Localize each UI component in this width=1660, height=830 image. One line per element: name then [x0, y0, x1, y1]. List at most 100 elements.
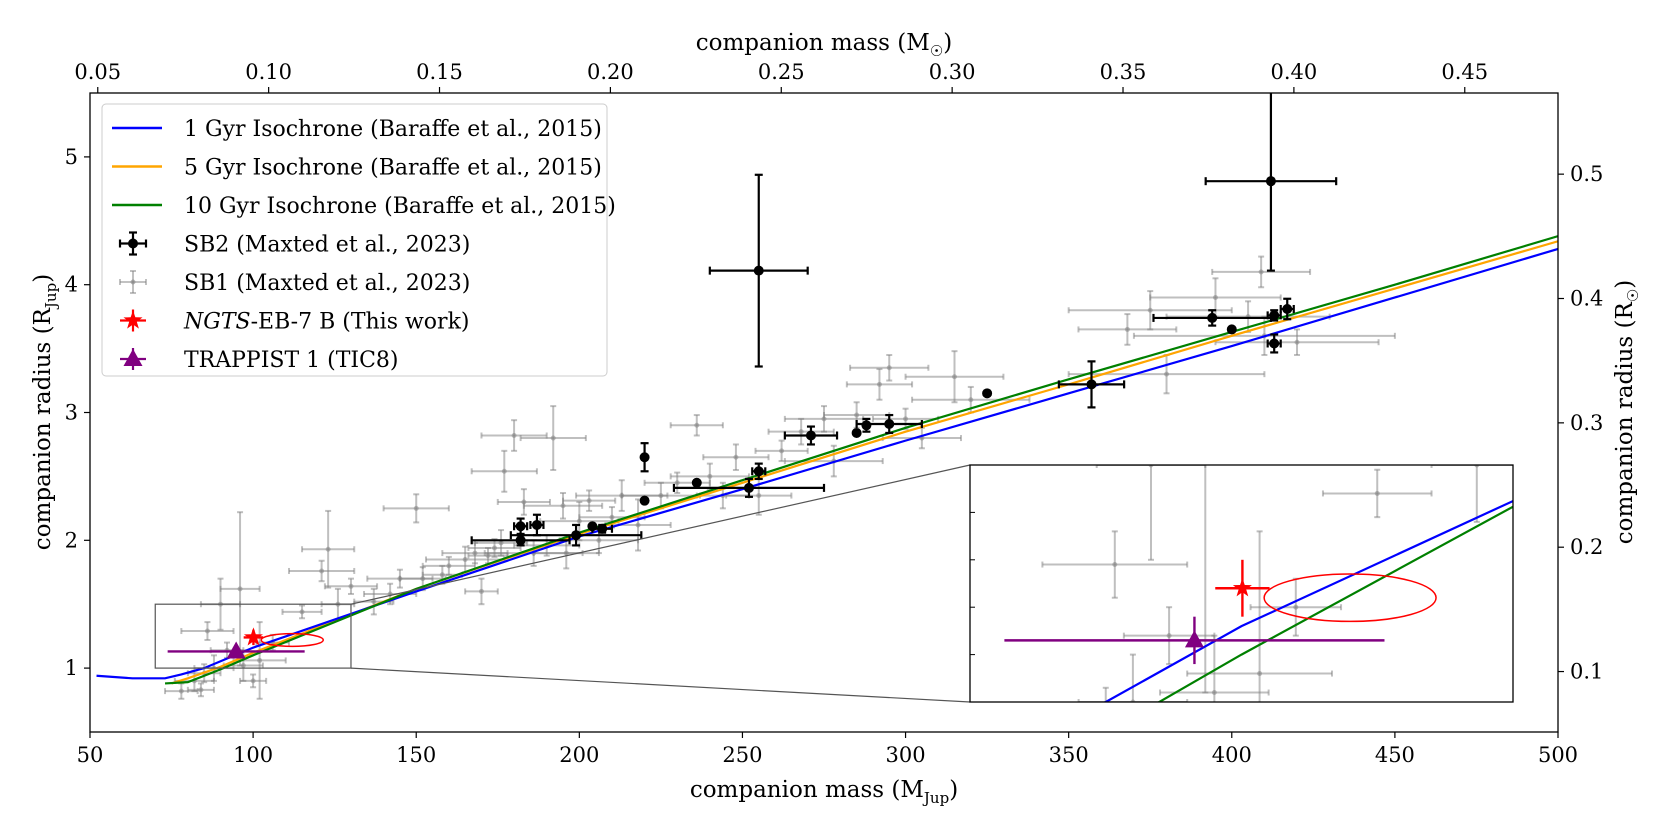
legend-label: SB1 (Maxted et al., 2023) — [184, 271, 470, 296]
sb1-point-marker — [240, 663, 246, 669]
sb2-point-marker — [1282, 303, 1293, 314]
sb1-point-marker — [1147, 307, 1153, 313]
sb2-point-marker — [691, 477, 702, 488]
sb1-point-marker — [586, 498, 592, 504]
inset-sb1-point-marker — [1094, 780, 1099, 785]
inset-sb1-point-marker — [1203, 406, 1208, 411]
sb1-point-marker — [420, 576, 426, 582]
sb1-point-marker — [237, 586, 243, 592]
sb1-point-marker — [576, 518, 582, 524]
legend-star-icon — [123, 310, 143, 329]
inset-sb1-point-marker — [1112, 562, 1118, 568]
legend-label: 1 Gyr Isochrone (Baraffe et al., 2015) — [184, 117, 602, 142]
sb1-point-marker — [299, 609, 305, 615]
legend-label: SB2 (Maxted et al., 2023) — [184, 233, 470, 258]
sb1-point-marker — [371, 599, 377, 605]
sb1-point-marker — [498, 540, 504, 546]
trappist-marker — [226, 641, 246, 659]
sb1-point-marker — [478, 588, 484, 594]
top-tick-label: 0.20 — [587, 60, 634, 84]
x-tick-label: 400 — [1212, 743, 1252, 767]
sb2-point-marker — [1226, 324, 1237, 335]
sb2-point-marker — [1269, 338, 1280, 349]
legend-label: NGTS-EB-7 B (This work) — [183, 310, 469, 335]
x-tick-label: 300 — [886, 743, 926, 767]
right-tick-label: 0.4 — [1570, 287, 1603, 311]
sb1-point-marker — [178, 688, 184, 694]
sb1-point-marker — [968, 397, 974, 403]
inset-sb1-point-marker — [1574, 453, 1579, 458]
sb1-point-marker — [521, 499, 527, 505]
sb1-point-marker — [485, 553, 491, 559]
sb1-point-marker — [413, 505, 419, 511]
top-axis-label: companion mass (M☉) — [696, 30, 953, 60]
sb2-points — [470, 93, 1338, 547]
sb1-point-marker — [198, 687, 204, 693]
sb1-point-marker — [563, 550, 569, 556]
inset-sb1-point-marker — [1447, 259, 1452, 264]
isochrone-lines — [96, 235, 1558, 685]
sb2-point-marker — [861, 420, 872, 431]
top-tick-label: 0.15 — [416, 60, 463, 84]
axis-ticks: 50 100 150 200 250 300 350 400 450 500 1 2 3 4 5 0.05 0.… — [65, 60, 1604, 767]
sb1-point-marker — [348, 583, 354, 589]
legend-label: 5 Gyr Isochrone (Baraffe et al., 2015) — [184, 156, 602, 181]
sb2-point-marker — [1207, 312, 1218, 323]
top-tick-label: 0.40 — [1271, 60, 1318, 84]
sb1-point-marker — [854, 412, 860, 418]
sb2-point-marker — [571, 530, 582, 541]
sb1-point-marker — [1164, 371, 1170, 377]
right-tick-label: 0.2 — [1570, 535, 1603, 559]
top-tick-label: 0.05 — [74, 60, 121, 84]
y-tick-label: 1 — [65, 656, 78, 680]
sb1-point-marker — [658, 493, 664, 499]
legend-label: 10 Gyr Isochrone (Baraffe et al., 2015) — [184, 194, 616, 219]
sb1-point-marker — [903, 416, 909, 422]
sb1-point-marker — [560, 503, 566, 509]
top-tick-label: 0.45 — [1441, 60, 1488, 84]
sb1-point-marker — [779, 448, 785, 454]
sb2-point-marker — [515, 521, 526, 532]
inset-frame — [969, 464, 1514, 703]
x-tick-label: 500 — [1538, 743, 1578, 767]
sb1-point-marker — [472, 550, 478, 556]
right-tick-label: 0.1 — [1570, 660, 1603, 684]
sb1-point-marker — [951, 374, 957, 380]
x-tick-label: 50 — [77, 743, 104, 767]
sb1-point-marker — [876, 381, 882, 387]
y-tick-label: 4 — [65, 273, 78, 297]
y-tick-label: 5 — [65, 145, 78, 169]
sb2-point-marker — [639, 452, 650, 463]
sb1-point-marker — [446, 563, 452, 569]
ngts-marker — [1232, 578, 1252, 597]
y-tick-label: 2 — [65, 528, 78, 552]
sb2-point-marker — [1086, 379, 1097, 390]
sb1-point-marker — [596, 537, 602, 543]
inset-sb1-point-marker — [1511, 396, 1516, 401]
sb2-point-marker — [531, 519, 542, 530]
trappist-marker — [1184, 630, 1204, 648]
top-tick-label: 0.25 — [758, 60, 805, 84]
top-tick-label: 0.35 — [1100, 60, 1147, 84]
right-axis-label: companion radius (R☉) — [1612, 280, 1642, 545]
sb1-point-marker — [886, 365, 892, 371]
legend: 1 Gyr Isochrone (Baraffe et al., 2015) 5 … — [101, 103, 616, 377]
legend-label: TRAPPIST 1 (TIC8) — [184, 348, 399, 373]
sb1-point-marker — [609, 514, 615, 520]
sb1-point-marker — [439, 572, 445, 578]
sb2-point-marker — [982, 388, 993, 399]
inset-panel — [969, 259, 1579, 785]
x-tick-label: 150 — [396, 743, 436, 767]
sb2-point-marker — [884, 419, 895, 430]
sb2-point-marker — [753, 265, 764, 276]
sb1-point-marker — [733, 454, 739, 460]
sb1-point-marker — [462, 556, 468, 562]
sb2-point-marker — [743, 482, 754, 493]
highlight-points — [167, 627, 324, 659]
top-tick-label: 0.30 — [929, 60, 976, 84]
sb2-point-marker — [1265, 176, 1276, 187]
sb2-point-marker — [1269, 310, 1280, 321]
ngts-marker — [243, 627, 263, 646]
x-tick-label: 100 — [233, 743, 273, 767]
sb1-point-marker — [325, 546, 331, 552]
